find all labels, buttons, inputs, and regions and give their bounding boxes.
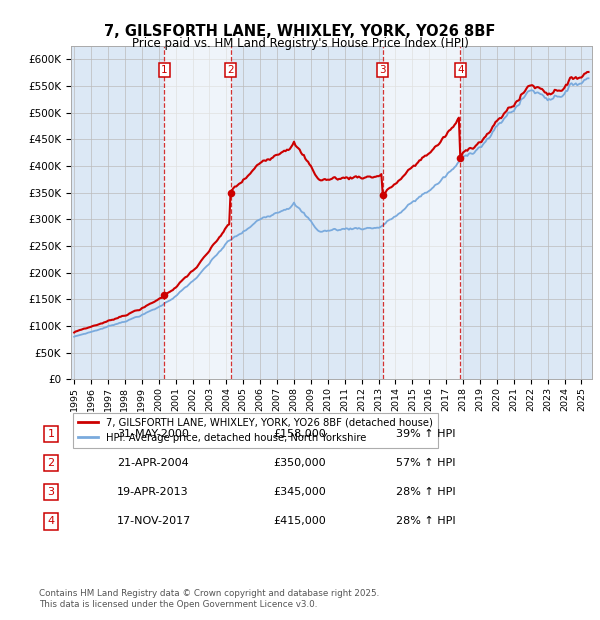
Text: £415,000: £415,000 bbox=[273, 516, 326, 526]
Text: 57% ↑ HPI: 57% ↑ HPI bbox=[396, 458, 455, 468]
Text: 3: 3 bbox=[379, 65, 386, 75]
Text: 1: 1 bbox=[47, 429, 55, 439]
Point bbox=[160, 290, 169, 300]
Text: 4: 4 bbox=[47, 516, 55, 526]
Text: 28% ↑ HPI: 28% ↑ HPI bbox=[396, 487, 455, 497]
Text: 17-NOV-2017: 17-NOV-2017 bbox=[117, 516, 191, 526]
Text: 1: 1 bbox=[161, 65, 167, 75]
Text: 4: 4 bbox=[457, 65, 464, 75]
Text: 31-MAY-2000: 31-MAY-2000 bbox=[117, 429, 189, 439]
Text: 28% ↑ HPI: 28% ↑ HPI bbox=[396, 516, 455, 526]
Text: 39% ↑ HPI: 39% ↑ HPI bbox=[396, 429, 455, 439]
Text: Contains HM Land Registry data © Crown copyright and database right 2025.
This d: Contains HM Land Registry data © Crown c… bbox=[39, 590, 379, 609]
Bar bbox=[383, 46, 460, 379]
Text: 21-APR-2004: 21-APR-2004 bbox=[117, 458, 189, 468]
Text: 19-APR-2013: 19-APR-2013 bbox=[117, 487, 188, 497]
Bar bbox=[164, 46, 230, 379]
Text: £345,000: £345,000 bbox=[273, 487, 326, 497]
Point bbox=[226, 188, 235, 198]
Point bbox=[378, 190, 388, 200]
Text: 3: 3 bbox=[47, 487, 55, 497]
Text: 7, GILSFORTH LANE, WHIXLEY, YORK, YO26 8BF: 7, GILSFORTH LANE, WHIXLEY, YORK, YO26 8… bbox=[104, 24, 496, 38]
Point bbox=[455, 153, 465, 163]
Text: 2: 2 bbox=[227, 65, 234, 75]
Legend: 7, GILSFORTH LANE, WHIXLEY, YORK, YO26 8BF (detached house), HPI: Average price,: 7, GILSFORTH LANE, WHIXLEY, YORK, YO26 8… bbox=[73, 413, 438, 448]
Text: £158,000: £158,000 bbox=[273, 429, 326, 439]
Text: Price paid vs. HM Land Registry's House Price Index (HPI): Price paid vs. HM Land Registry's House … bbox=[131, 37, 469, 50]
Text: £350,000: £350,000 bbox=[273, 458, 326, 468]
Text: 2: 2 bbox=[47, 458, 55, 468]
